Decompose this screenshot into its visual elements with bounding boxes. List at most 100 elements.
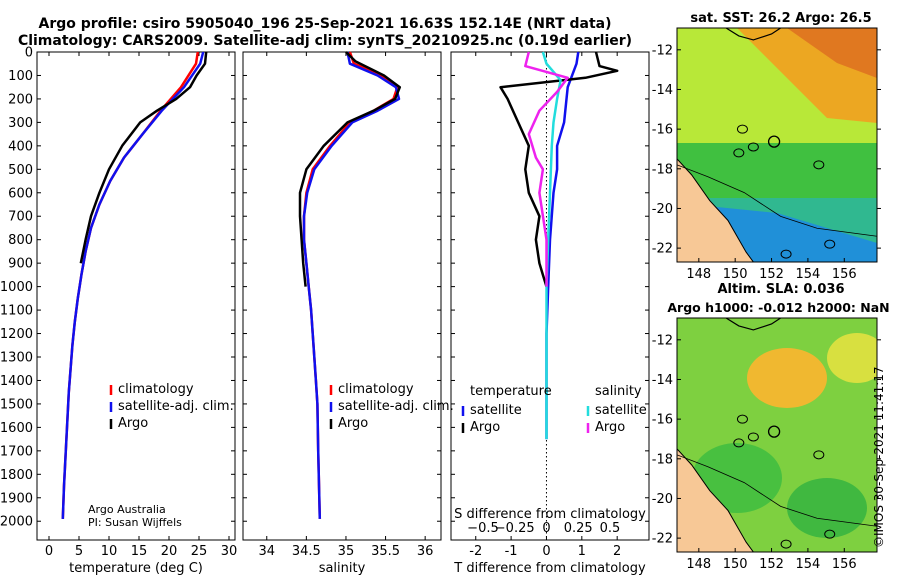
map-y-tick-label: -18 bbox=[652, 452, 673, 467]
argo-float-marker bbox=[767, 425, 781, 438]
y-tick-label: 2000 bbox=[0, 515, 33, 530]
map-x-tick-label: 150 bbox=[723, 267, 748, 282]
positive-anomaly bbox=[747, 348, 827, 408]
legend-label: Argo bbox=[118, 416, 148, 431]
x-tick-label: 36 bbox=[417, 544, 434, 559]
legend-label: Argo bbox=[595, 420, 625, 435]
legend-label: climatology bbox=[118, 382, 194, 397]
panel-1-frame bbox=[36, 51, 236, 541]
x-tick-label: 0 bbox=[542, 544, 550, 559]
reef-outline bbox=[733, 438, 745, 448]
legend-label: satellite bbox=[595, 403, 647, 418]
x-tick-label: 15 bbox=[131, 544, 148, 559]
sla-map bbox=[677, 318, 877, 552]
y-tick-label: 1100 bbox=[0, 304, 33, 319]
x-tick-label: 10 bbox=[101, 544, 118, 559]
map-x-tick-label: 156 bbox=[832, 557, 857, 572]
credit-line-2: PI: Susan Wijffels bbox=[88, 516, 182, 529]
legend-label: Argo bbox=[338, 416, 368, 431]
map-y-tick-label: -20 bbox=[652, 202, 673, 217]
x-tick-label: 35 bbox=[338, 544, 355, 559]
map-x-tick-label: 148 bbox=[686, 557, 711, 572]
map-y-tick-label: -12 bbox=[652, 43, 673, 58]
x-tick-label: 30 bbox=[221, 544, 238, 559]
sst-map-title: sat. SST: 26.2 Argo: 26.5 bbox=[690, 11, 872, 26]
map-x-tick-label: 152 bbox=[759, 557, 784, 572]
reef-outline bbox=[747, 142, 759, 152]
reef-outline bbox=[813, 450, 825, 460]
credit-line-1: Argo Australia bbox=[88, 503, 166, 516]
y-tick-label: 1700 bbox=[0, 444, 33, 459]
y-tick-label: 900 bbox=[8, 257, 33, 272]
legend-heading: salinity bbox=[595, 384, 642, 399]
y-tick-label: 600 bbox=[8, 186, 33, 201]
reef-outline bbox=[780, 249, 792, 259]
land-australia bbox=[677, 448, 754, 552]
reef-outline bbox=[733, 148, 745, 158]
argo-float-marker bbox=[767, 135, 781, 148]
map-y-tick-label: -14 bbox=[652, 373, 673, 388]
top-x-tick-label: 0.25 bbox=[564, 521, 593, 536]
positive-anomaly bbox=[827, 333, 877, 383]
map-y-tick-label: -18 bbox=[652, 162, 673, 177]
reef-outline bbox=[780, 539, 792, 549]
y-tick-label: 1200 bbox=[0, 327, 33, 342]
x-tick-label: 34.5 bbox=[292, 544, 321, 559]
x-tick-label: 0 bbox=[45, 544, 53, 559]
x-tick-label: 1 bbox=[578, 544, 586, 559]
legend-label: satellite bbox=[470, 403, 522, 418]
legend-label: climatology bbox=[338, 382, 414, 397]
map-x-tick-label: 154 bbox=[795, 557, 820, 572]
reef-outline bbox=[736, 124, 748, 134]
x-tick-label: 20 bbox=[161, 544, 178, 559]
y-tick-label: 800 bbox=[8, 233, 33, 248]
map-y-tick-label: -16 bbox=[652, 413, 673, 428]
sla-map-title-2: Argo h1000: -0.012 h2000: NaN bbox=[667, 300, 890, 315]
y-tick-label: 1500 bbox=[0, 397, 33, 412]
map-frame bbox=[676, 27, 878, 263]
top-x-tick-label: 0 bbox=[542, 521, 550, 536]
map-x-tick-label: 154 bbox=[795, 267, 820, 282]
reef-outline bbox=[747, 432, 759, 442]
map-y-tick-label: -12 bbox=[652, 333, 673, 348]
series-line-temperature-argo bbox=[499, 51, 619, 287]
x-axis-label: temperature (deg C) bbox=[69, 561, 203, 576]
reef-outline bbox=[824, 239, 836, 249]
imos-timestamp: ©IMOS 30-Sep-2021 11:41:17 bbox=[872, 366, 886, 548]
shelf-contour bbox=[677, 454, 877, 527]
papua-coast bbox=[725, 28, 781, 41]
map-frame bbox=[676, 317, 878, 553]
map-y-tick-label: -22 bbox=[652, 242, 673, 257]
panel-2-frame bbox=[242, 51, 442, 541]
header-line-1: Argo profile: csiro 5905040_196 25-Sep-2… bbox=[38, 16, 612, 32]
x-tick-label: 35.5 bbox=[371, 544, 400, 559]
series-line-argo bbox=[298, 51, 402, 287]
reef-outline bbox=[824, 529, 836, 539]
x-tick-label: -1 bbox=[505, 544, 518, 559]
sla-map-title-1: Altim. SLA: 0.036 bbox=[717, 282, 845, 297]
y-tick-label: 1900 bbox=[0, 491, 33, 506]
y-tick-label: 1400 bbox=[0, 374, 33, 389]
land-australia bbox=[677, 158, 754, 262]
y-tick-label: 500 bbox=[8, 163, 33, 178]
x-axis-label: T difference from climatology bbox=[453, 561, 646, 576]
x-tick-label: 2 bbox=[613, 544, 621, 559]
map-y-tick-label: -20 bbox=[652, 492, 673, 507]
negative-anomaly bbox=[787, 478, 867, 538]
y-tick-label: 1600 bbox=[0, 421, 33, 436]
shelf-contour bbox=[677, 164, 877, 237]
cool-band bbox=[677, 143, 877, 203]
series-line-salinity-argo bbox=[524, 51, 569, 287]
y-tick-label: 1800 bbox=[0, 468, 33, 483]
legend-label: satellite-adj. clim. bbox=[338, 399, 454, 414]
x-axis-label: salinity bbox=[319, 561, 366, 576]
map-y-tick-label: -16 bbox=[652, 123, 673, 138]
header-line-2: Climatology: CARS2009. Satellite-adj cli… bbox=[17, 33, 633, 49]
map-y-tick-label: -22 bbox=[652, 532, 673, 547]
top-axis-label: S difference from climatology bbox=[454, 507, 646, 522]
hot-region bbox=[787, 28, 877, 78]
y-tick-label: 200 bbox=[8, 92, 33, 107]
papua-coast bbox=[725, 318, 781, 331]
